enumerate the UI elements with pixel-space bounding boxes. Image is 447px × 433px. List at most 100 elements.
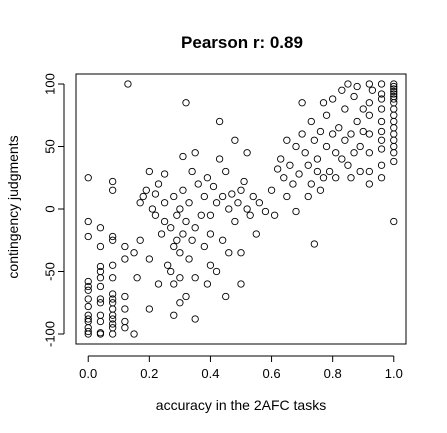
data-point [299,131,305,137]
plot-frame [76,74,406,344]
y-tick-label: 100 [43,73,58,95]
data-point [296,171,302,177]
data-point [369,87,375,93]
data-point [366,168,372,174]
data-point [177,300,183,306]
data-point [232,137,238,143]
data-point [146,168,152,174]
data-point [290,181,296,187]
data-point [183,218,189,224]
data-point [109,187,115,193]
data-point [109,178,115,184]
data-point [146,256,152,262]
data-point [168,225,174,231]
data-point [192,150,198,156]
data-point [122,306,128,312]
data-point [186,200,192,206]
data-point [210,183,216,189]
data-point [125,81,131,87]
data-point [274,166,280,172]
data-point [122,256,128,262]
data-point [85,218,91,224]
data-point [299,100,305,106]
data-point [308,181,314,187]
data-point [97,312,103,318]
data-point [207,262,213,268]
y-tick-label: 50 [43,139,58,153]
data-point [317,187,323,193]
data-point [378,162,384,168]
data-point [171,281,177,287]
data-point [155,181,161,187]
data-point [250,193,256,199]
data-point [391,118,397,124]
data-point [171,312,177,318]
data-point [85,325,91,331]
data-point [268,187,274,193]
data-point [391,106,397,112]
data-point [232,218,238,224]
data-point [109,300,115,306]
data-point [219,237,225,243]
data-point [271,212,277,218]
data-point [201,243,207,249]
data-point [311,241,317,247]
data-point [378,128,384,134]
data-point [134,275,140,281]
data-point [360,128,366,134]
data-point [391,150,397,156]
data-point [137,237,143,243]
data-point [391,143,397,149]
data-point [333,175,339,181]
data-point [198,212,204,218]
data-point [357,143,363,149]
data-point [97,300,103,306]
data-point [311,137,317,143]
y-axis: -100 -50 0 50 100 [43,73,65,347]
data-point [109,262,115,268]
x-tick-label: 0.6 [263,366,281,381]
data-point [161,200,167,206]
data-point [293,208,299,214]
data-point [342,137,348,143]
data-point [131,250,137,256]
data-point [345,162,351,168]
x-tick-label: 0.8 [324,366,342,381]
data-point [192,275,198,281]
data-point [155,281,161,287]
data-point [351,93,357,99]
data-point [122,318,128,324]
y-tick-label: -100 [43,321,58,347]
data-point [378,81,384,87]
data-point [164,262,170,268]
data-point [378,106,384,112]
data-point [293,143,299,149]
data-point [109,306,115,312]
data-point [378,118,384,124]
data-point [305,193,311,199]
data-point [183,100,189,106]
data-point [391,112,397,118]
data-point [226,206,232,212]
data-point [122,293,128,299]
chart-title: Pearson r: 0.89 [181,33,303,52]
data-point [201,193,207,199]
data-point [326,168,332,174]
data-point [149,206,155,212]
x-tick-label: 1.0 [385,366,403,381]
data-point [323,143,329,149]
data-point [357,168,363,174]
data-point [158,231,164,237]
data-point [186,256,192,262]
data-point [333,150,339,156]
data-point [391,131,397,137]
data-point [174,212,180,218]
data-point [192,225,198,231]
data-point [244,150,250,156]
data-point [219,193,225,199]
data-point [342,106,348,112]
data-point [109,325,115,331]
data-point [378,137,384,143]
data-point [85,175,91,181]
